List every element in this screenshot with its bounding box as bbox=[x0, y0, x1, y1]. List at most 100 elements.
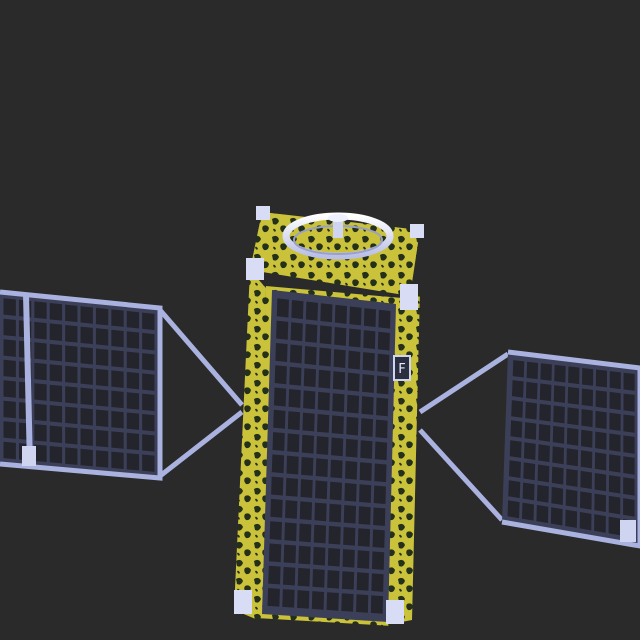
solar-cell bbox=[80, 346, 93, 365]
solar-cell bbox=[297, 590, 310, 609]
solar-cell bbox=[374, 463, 387, 483]
solar-cell bbox=[329, 503, 342, 523]
fiducial-marker bbox=[393, 355, 411, 381]
solar-cell bbox=[623, 477, 635, 496]
solar-cell bbox=[552, 446, 564, 465]
solar-cell bbox=[313, 524, 327, 544]
solar-cell bbox=[282, 566, 296, 586]
front-panel-cells bbox=[267, 298, 391, 614]
solar-cell bbox=[567, 407, 579, 426]
solar-cell bbox=[3, 339, 16, 357]
solar-cell bbox=[536, 504, 549, 524]
solar-cell bbox=[49, 445, 63, 464]
corner-fitting bbox=[256, 206, 270, 220]
solar-cell bbox=[348, 328, 361, 348]
solar-cell bbox=[95, 450, 109, 468]
solar-cell bbox=[595, 410, 607, 429]
bus-left-face bbox=[234, 270, 266, 620]
solar-cell bbox=[274, 365, 287, 385]
solar-cell bbox=[300, 479, 313, 498]
corner-fitting bbox=[400, 284, 418, 310]
solar-cell bbox=[3, 359, 16, 378]
solar-cell bbox=[359, 484, 372, 503]
solar-cell bbox=[302, 412, 315, 432]
solar-cell bbox=[540, 363, 552, 381]
solar-cell bbox=[346, 416, 359, 436]
solar-cell bbox=[303, 368, 316, 388]
solar-cell bbox=[565, 489, 578, 508]
solar-cell bbox=[511, 400, 523, 418]
solar-cell bbox=[328, 525, 341, 545]
solar-cell bbox=[95, 409, 109, 427]
solar-cell bbox=[95, 328, 109, 346]
solar-cell bbox=[290, 322, 303, 342]
solar-cell bbox=[34, 444, 47, 463]
solar-cell bbox=[609, 391, 621, 410]
solar-cell bbox=[288, 388, 301, 408]
solar-cell bbox=[332, 371, 346, 391]
solar-cell bbox=[566, 448, 579, 467]
solar-cell bbox=[65, 447, 78, 465]
solar-cell bbox=[80, 306, 93, 324]
solar-cell bbox=[142, 353, 155, 371]
solar-cell bbox=[623, 372, 635, 391]
solar-cell bbox=[304, 346, 317, 365]
solar-cell bbox=[580, 429, 593, 448]
solar-cell bbox=[111, 309, 124, 327]
solar-cell bbox=[126, 392, 140, 410]
solar-cell bbox=[508, 480, 521, 499]
solar-cell bbox=[287, 433, 300, 453]
solar-cell bbox=[525, 381, 538, 400]
solar-cell bbox=[318, 369, 331, 389]
solar-cell bbox=[142, 393, 155, 412]
solar-cell bbox=[376, 397, 389, 417]
solar-cell bbox=[623, 414, 635, 433]
solar-cell bbox=[362, 374, 375, 393]
solar-cell bbox=[331, 415, 344, 435]
solar-cell bbox=[49, 364, 63, 382]
solar-cell bbox=[377, 331, 390, 351]
solar-cell bbox=[327, 570, 340, 589]
solar-cell bbox=[609, 371, 621, 390]
solar-cell bbox=[609, 433, 621, 452]
solar-cell bbox=[313, 546, 326, 566]
solar-cell bbox=[49, 384, 63, 403]
solar-cell bbox=[581, 367, 594, 386]
solar-cell bbox=[142, 332, 155, 351]
solar-cell bbox=[333, 349, 346, 368]
solar-cell bbox=[348, 350, 361, 370]
solar-cell bbox=[80, 408, 93, 426]
solar-cell bbox=[595, 390, 607, 409]
corner-fitting bbox=[246, 258, 264, 280]
solar-cell bbox=[298, 545, 311, 565]
solar-cell bbox=[594, 493, 606, 513]
solar-cell bbox=[268, 543, 282, 563]
solar-cell bbox=[568, 366, 580, 385]
solar-cell bbox=[375, 419, 388, 439]
solar-cell bbox=[511, 380, 524, 398]
solar-cell bbox=[522, 482, 535, 501]
solar-cell bbox=[273, 409, 286, 429]
solar-cell bbox=[142, 312, 155, 331]
solar-cell bbox=[65, 324, 78, 343]
solar-cell bbox=[377, 353, 390, 373]
solar-cell bbox=[554, 364, 566, 383]
solar-cell bbox=[111, 350, 124, 368]
solar-cell bbox=[95, 389, 109, 407]
solar-cell bbox=[320, 303, 333, 323]
solar-cell bbox=[111, 451, 124, 470]
solar-cell bbox=[521, 502, 534, 521]
solar-cell bbox=[3, 318, 16, 337]
solar-cell bbox=[272, 432, 285, 451]
solar-cell bbox=[608, 475, 621, 494]
solar-cell bbox=[551, 486, 564, 506]
solar-cell bbox=[317, 413, 330, 433]
solar-cell bbox=[49, 303, 63, 321]
solar-cell bbox=[299, 523, 312, 543]
solar-cell bbox=[95, 307, 109, 326]
solar-cell bbox=[34, 362, 47, 381]
solar-cell bbox=[126, 453, 140, 471]
solar-cell bbox=[344, 482, 357, 502]
solar-cell bbox=[551, 466, 564, 485]
